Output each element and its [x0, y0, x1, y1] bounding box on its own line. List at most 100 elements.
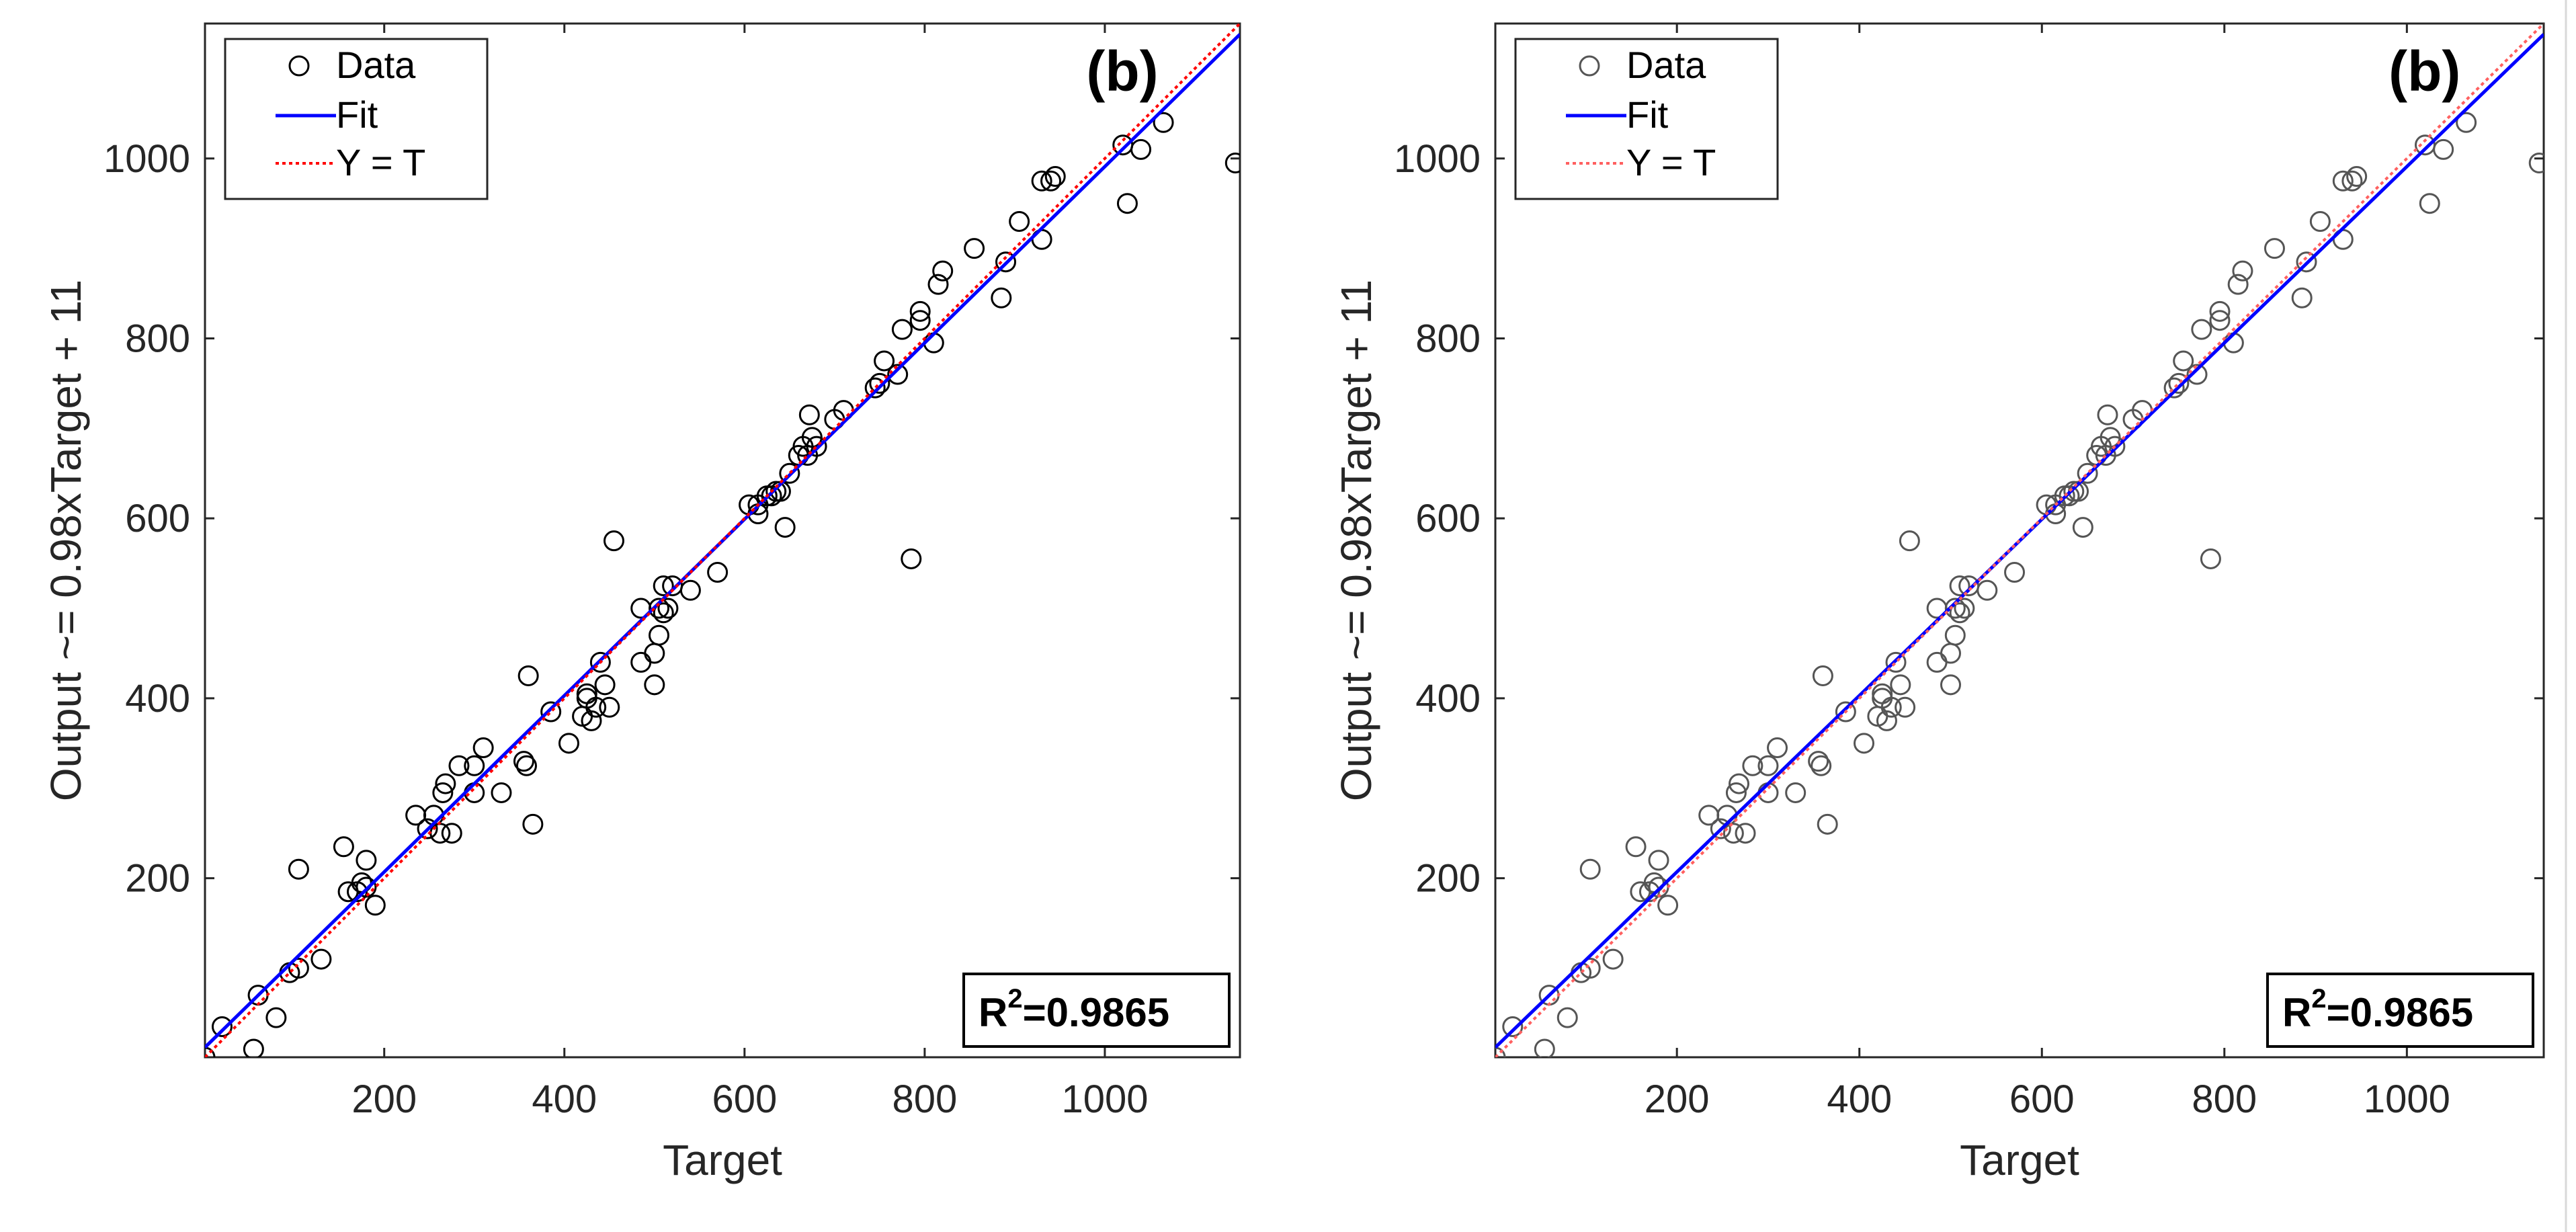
data-point — [491, 782, 512, 803]
legend: Data Fit Y = T — [1514, 38, 1779, 200]
data-point — [2456, 112, 2477, 133]
legend-fit-label: Fit — [336, 93, 378, 136]
r2-label: R2=0.9865 — [2282, 984, 2473, 1035]
data-point — [653, 602, 674, 624]
data-point — [2309, 210, 2331, 232]
data-point — [1895, 696, 1916, 718]
data-point — [1890, 674, 1911, 696]
data-point — [1811, 755, 1832, 776]
data-point — [864, 377, 886, 399]
data-point — [2186, 364, 2208, 385]
data-point — [211, 1016, 233, 1037]
data-point — [1949, 575, 1970, 597]
data-point — [1502, 1016, 1524, 1037]
data-point — [1602, 948, 1624, 970]
y-tick-label: 800 — [1415, 317, 1481, 360]
data-point — [1757, 755, 1779, 776]
data-point — [964, 238, 985, 259]
data-point — [679, 579, 701, 601]
data-point — [909, 310, 931, 331]
x-tick-label: 800 — [892, 1077, 958, 1121]
data-point — [594, 674, 616, 696]
data-point — [265, 1007, 287, 1028]
y-tick-label: 200 — [1415, 857, 1481, 901]
x-axis-label: Target — [663, 1136, 782, 1184]
data-point — [707, 562, 729, 583]
data-point — [364, 895, 386, 916]
data-point — [243, 1038, 264, 1057]
data-point — [1954, 598, 1975, 619]
fit-line — [205, 33, 1240, 1049]
x-tick-label: 400 — [1827, 1077, 1892, 1121]
x-tick-label: 200 — [351, 1077, 417, 1121]
data-point — [1579, 858, 1601, 880]
data-point — [653, 575, 674, 597]
data-point — [798, 404, 820, 425]
legend: Data Fit Y = T — [224, 38, 489, 200]
data-point — [2168, 372, 2190, 394]
data-point — [2227, 274, 2249, 295]
y-tick-label: 600 — [125, 497, 190, 540]
x-tick-label: 400 — [532, 1077, 597, 1121]
data-point — [333, 836, 354, 858]
data-point — [540, 701, 562, 723]
x-tick-label: 600 — [712, 1077, 777, 1121]
data-point — [2163, 377, 2185, 399]
data-point — [1808, 751, 1829, 772]
y-tick-label: 400 — [125, 677, 190, 721]
data-point — [2063, 481, 2085, 502]
data-point — [1835, 701, 1856, 723]
data-point — [1044, 166, 1066, 188]
data-point — [2104, 436, 2126, 457]
data-point — [2232, 260, 2253, 282]
data-point — [1742, 755, 1763, 776]
data-point — [2173, 350, 2194, 372]
data-point — [1854, 733, 1875, 754]
legend-identity-label: Y = T — [336, 141, 425, 183]
data-point — [1880, 696, 1902, 718]
data-point — [288, 957, 309, 979]
data-point — [417, 818, 438, 839]
data-point — [2296, 251, 2317, 273]
y-axis-label: Output ~= 0.98xTarget + 11 — [42, 280, 90, 801]
data-point — [1648, 850, 1669, 871]
data-point — [517, 665, 539, 686]
y-tick-label: 1000 — [103, 137, 190, 181]
data-point — [1040, 170, 1062, 192]
data-point — [1817, 813, 1838, 835]
data-point — [1009, 210, 1030, 232]
data-point — [932, 260, 954, 282]
data-point — [558, 733, 579, 754]
data-point — [2209, 310, 2231, 331]
data-point — [310, 948, 332, 970]
data-point — [603, 530, 624, 552]
data-point — [927, 274, 949, 295]
data-point — [585, 696, 607, 718]
r2-box — [962, 973, 1231, 1048]
x-tick-label: 1000 — [1061, 1077, 1148, 1121]
data-point — [2419, 193, 2440, 214]
panel-label: (b) — [2388, 40, 2460, 103]
r2-value: =0.9865 — [1023, 990, 1170, 1035]
data-point — [774, 517, 796, 538]
data-point — [887, 364, 909, 385]
data-point — [909, 300, 931, 322]
r2-value: =0.9865 — [2327, 990, 2474, 1035]
data-point — [464, 755, 485, 776]
data-point — [2077, 462, 2098, 484]
data-point — [1899, 530, 1920, 552]
y-tick-label: 800 — [125, 317, 190, 360]
data-point — [1767, 737, 1788, 759]
data-point — [1944, 598, 1966, 619]
data-point — [869, 372, 890, 394]
data-point — [1224, 152, 1240, 173]
y-tick-label: 200 — [125, 857, 190, 901]
y-tick-label: 600 — [1415, 497, 1481, 540]
data-point — [2346, 166, 2368, 188]
data-point — [581, 710, 602, 731]
data-point — [1729, 773, 1750, 794]
data-point — [1153, 112, 1174, 133]
data-point — [1031, 170, 1052, 192]
data-point — [644, 674, 665, 696]
